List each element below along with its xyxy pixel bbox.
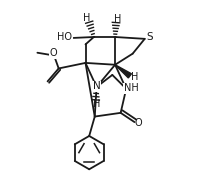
Text: H: H: [114, 14, 121, 23]
Text: H: H: [93, 99, 101, 109]
Text: S: S: [146, 32, 153, 42]
Text: O: O: [135, 118, 142, 128]
Text: N: N: [93, 81, 100, 91]
Text: HO: HO: [57, 32, 72, 42]
Text: NH: NH: [124, 83, 138, 93]
Text: O: O: [49, 48, 57, 58]
Polygon shape: [115, 65, 131, 78]
Text: H: H: [83, 13, 90, 23]
Text: H: H: [131, 72, 138, 82]
